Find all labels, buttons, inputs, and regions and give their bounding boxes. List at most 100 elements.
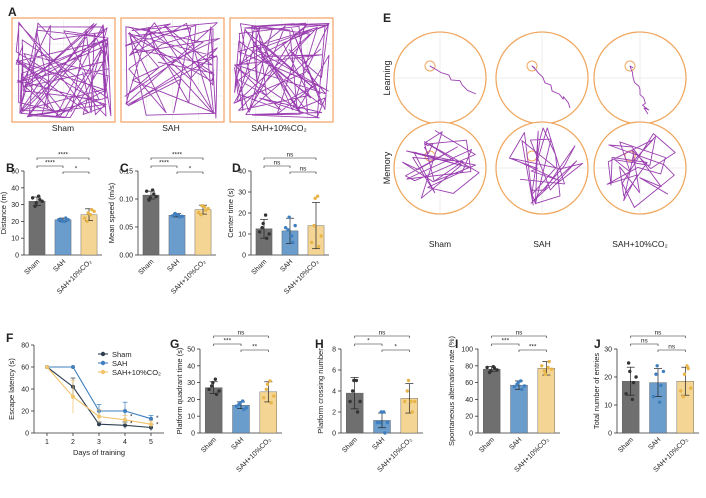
data-point [199,212,203,217]
data-point [209,384,214,388]
data-point [265,236,269,240]
significance-label: ns [379,330,387,337]
significance-label: * [156,415,159,422]
data-point [485,365,489,370]
data-point [287,215,291,219]
y-axis-title: Center time (s) [226,188,235,238]
y-tick-label: 10 [238,232,246,239]
y-tick-label: 20 [11,219,19,226]
bar [204,387,223,434]
y-tick-label: 20 [238,211,246,218]
bar [54,219,72,256]
significance-bracket [263,165,291,168]
x-tick-label: Sham [341,436,359,454]
significance-bracket [213,335,269,338]
significance-bracket [491,335,547,338]
x-tick-label: SAH [52,258,67,273]
data-point [657,400,662,404]
data-point [681,394,685,399]
significance-label: * [394,344,397,351]
legend-label: Sham [112,350,132,359]
significance-label: *** [224,338,232,345]
data-point [144,189,149,193]
data-point [354,378,359,383]
panel-label-f: F [6,331,13,345]
data-point [204,208,208,212]
bar [510,384,528,434]
data-point [40,199,44,203]
significance-label: ns [300,166,308,173]
data-point [86,211,90,215]
significance-bracket [62,171,90,174]
data-point [147,198,151,202]
significance-label: * [75,166,78,173]
data-point [655,364,659,368]
data-point [207,387,211,392]
data-point [686,366,690,371]
data-point [82,216,87,220]
x-tick-label: 5 [149,439,153,446]
significance-bracket [213,343,242,346]
data-point [62,219,67,224]
data-point [30,196,35,200]
panel-label-j: J [594,337,601,351]
open-field-box [229,17,334,123]
swim-path [508,127,584,206]
y-axis-title: Total number of entries [592,353,601,430]
significance-label: ns [287,152,295,159]
data-point [654,372,658,376]
data-point [267,232,271,236]
data-point [317,244,321,249]
panel-label-c: C [120,161,129,175]
data-point [283,226,288,230]
row-label-learning: Learning [382,60,392,95]
data-point [202,205,207,209]
data-point [269,401,273,405]
data-point [313,196,317,200]
data-point [659,383,663,388]
data-point [350,389,355,393]
data-point [540,364,544,368]
significance-label: * [367,338,370,345]
movement-track [233,22,330,119]
data-point [512,385,517,389]
data-point [240,399,245,403]
data-point [45,365,49,369]
data-point [97,422,101,427]
data-point [242,407,246,412]
data-point [385,420,390,425]
significance-label: * [189,166,192,173]
data-point [211,380,215,385]
significance-bracket [150,157,204,160]
y-axis-title: Platform quadrant time (s) [175,347,184,434]
significance-label: *** [529,344,537,351]
y-tick-label: 30 [604,347,612,354]
data-point [289,234,294,238]
y-tick-label: 40 [465,397,473,404]
data-point [358,399,362,404]
data-point [661,369,666,374]
data-point [97,414,101,419]
data-point [355,410,360,414]
data-point [286,228,290,232]
significance-label: ns [274,160,282,167]
data-point [33,204,37,208]
data-point [149,422,153,427]
panel-label-i: I [455,337,458,351]
x-tick-label: Sham [200,436,218,454]
data-point [487,370,492,375]
y-axis-title: Escape latency (s) [7,358,16,420]
y-tick-label: 0 [191,431,195,438]
data-point [543,372,548,376]
data-point [152,192,156,196]
data-point [123,423,127,428]
swim-path [402,130,480,199]
data-point [378,420,382,425]
y-tick-label: 40 [238,169,246,176]
data-point [542,369,546,373]
data-point [383,431,387,435]
data-point [56,218,61,222]
y-tick-label: 6 [332,368,336,375]
data-point [409,399,413,404]
